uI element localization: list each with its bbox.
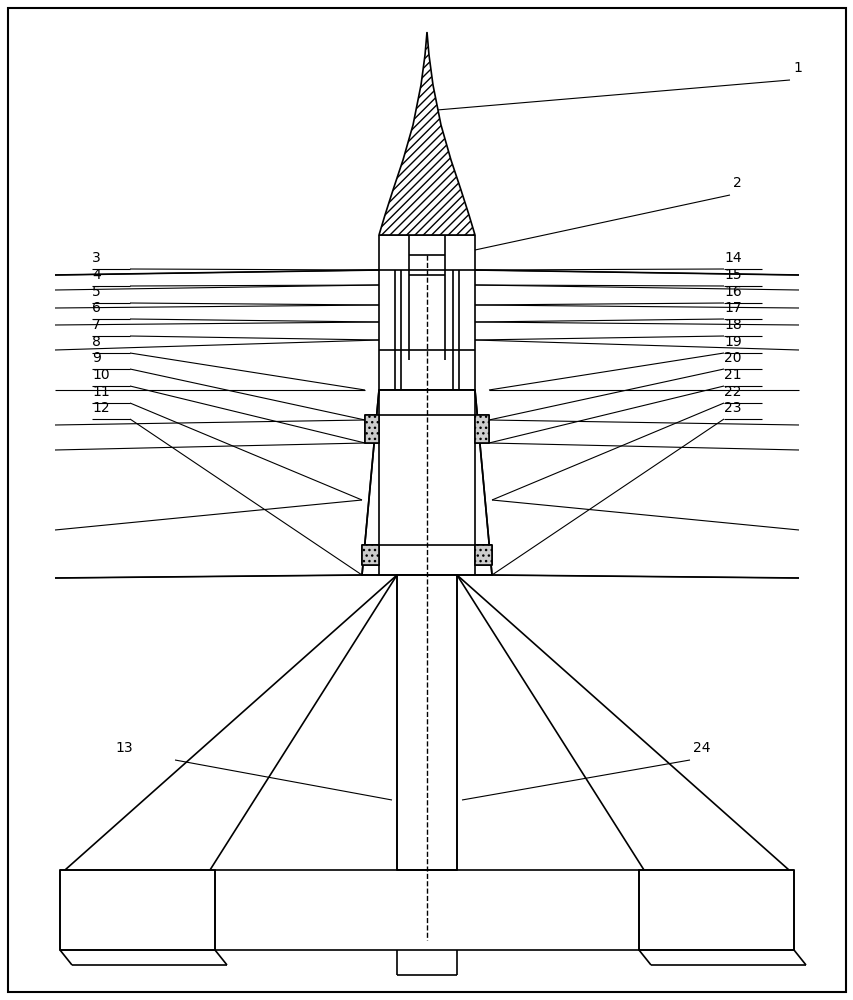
Text: 15: 15 — [723, 268, 740, 282]
Text: 6: 6 — [92, 301, 101, 315]
Text: 3: 3 — [92, 251, 101, 265]
Text: 18: 18 — [723, 318, 741, 332]
Polygon shape — [474, 415, 489, 443]
Text: 23: 23 — [723, 401, 740, 415]
Text: 9: 9 — [92, 351, 101, 365]
Text: 17: 17 — [723, 301, 740, 315]
Polygon shape — [379, 235, 474, 575]
Text: 20: 20 — [723, 351, 740, 365]
Text: 19: 19 — [723, 335, 741, 349]
Polygon shape — [60, 870, 215, 950]
Text: 21: 21 — [723, 368, 740, 382]
Polygon shape — [362, 390, 491, 575]
Text: 11: 11 — [92, 385, 110, 399]
Text: 1: 1 — [792, 61, 801, 75]
Text: 14: 14 — [723, 251, 740, 265]
Text: 10: 10 — [92, 368, 109, 382]
Text: 13: 13 — [115, 741, 132, 755]
Text: 22: 22 — [723, 385, 740, 399]
Polygon shape — [638, 870, 793, 950]
Polygon shape — [362, 545, 379, 565]
Polygon shape — [364, 415, 379, 443]
Text: 2: 2 — [732, 176, 741, 190]
Text: 12: 12 — [92, 401, 109, 415]
Text: 5: 5 — [92, 285, 101, 299]
Text: 7: 7 — [92, 318, 101, 332]
Polygon shape — [397, 575, 456, 870]
Polygon shape — [474, 545, 491, 565]
Polygon shape — [379, 32, 474, 235]
Text: 24: 24 — [692, 741, 710, 755]
Text: 8: 8 — [92, 335, 101, 349]
Text: 4: 4 — [92, 268, 101, 282]
Text: 16: 16 — [723, 285, 741, 299]
